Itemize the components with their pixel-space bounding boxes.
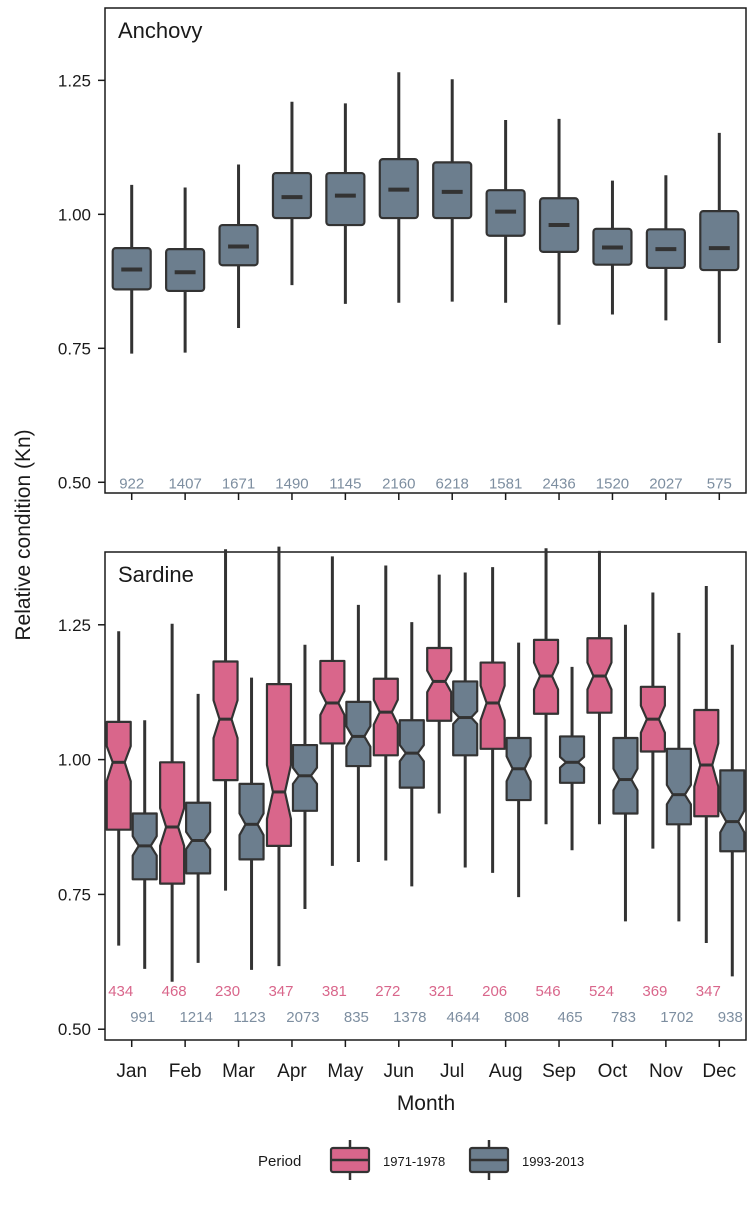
y-tick-label: 0.75 [58, 885, 91, 904]
panel-title: Anchovy [118, 18, 202, 43]
box-body [665, 747, 692, 826]
y-tick-label: 1.00 [58, 205, 91, 224]
legend: Period 1971-1978 1993-2013 [258, 1140, 584, 1180]
box-body [479, 661, 506, 750]
box-body [693, 708, 720, 818]
count-label: 347 [696, 983, 721, 1000]
legend-label: 1993-2013 [522, 1154, 584, 1169]
count-label: 2027 [649, 475, 682, 492]
box-body [165, 248, 206, 293]
box-body [612, 736, 639, 815]
y-tick-label: 0.50 [58, 473, 91, 492]
count-label: 381 [322, 983, 347, 1000]
x-tick-label: Oct [598, 1061, 628, 1082]
count-label: 1407 [168, 475, 201, 492]
count-label: 808 [504, 1009, 529, 1026]
x-tick-label: May [327, 1061, 363, 1082]
count-label: 2160 [382, 475, 415, 492]
x-tick-label: Jan [116, 1061, 147, 1082]
count-label: 1145 [329, 475, 361, 492]
box-body [159, 761, 186, 885]
box-body [291, 743, 319, 812]
count-label: 4644 [447, 1009, 480, 1026]
count-label: 369 [642, 983, 667, 1000]
box-body [719, 769, 746, 853]
x-tick-label: Apr [277, 1061, 307, 1082]
legend-title: Period [258, 1153, 301, 1170]
count-label: 783 [611, 1009, 636, 1026]
count-label: 347 [268, 983, 293, 1000]
x-axis-title: Month [397, 1092, 455, 1115]
box-body [105, 720, 132, 831]
box-body [265, 683, 293, 847]
count-label: 922 [119, 475, 144, 492]
count-label: 991 [130, 1009, 155, 1026]
x-tick-label: Jul [440, 1061, 464, 1082]
x-tick-label: Feb [169, 1061, 202, 1082]
x-tick-label: Dec [702, 1061, 736, 1082]
y-tick-label: 0.50 [58, 1020, 91, 1039]
box-body [372, 677, 399, 757]
count-label: 6218 [436, 475, 469, 492]
x-tick-label: Nov [649, 1061, 683, 1082]
x-tick-label: Jun [383, 1061, 414, 1082]
count-label: 2073 [286, 1009, 319, 1026]
count-label: 206 [482, 983, 507, 1000]
count-label: 1581 [489, 475, 522, 492]
box-body [426, 646, 453, 722]
count-label: 272 [375, 983, 400, 1000]
y-tick-label: 1.25 [58, 71, 91, 90]
count-label: 1702 [660, 1009, 693, 1026]
count-label: 546 [536, 983, 561, 1000]
count-label: 2436 [542, 475, 575, 492]
count-label: 230 [215, 983, 240, 1000]
x-tick-label: Sep [542, 1061, 576, 1082]
panel-frame [104, 7, 747, 494]
count-label: 434 [108, 983, 133, 1000]
y-tick-label: 1.00 [58, 751, 91, 770]
panel-title: Sardine [118, 562, 194, 587]
y-axis-title: Relative condition (Kn) [12, 429, 35, 640]
box-body [185, 801, 212, 875]
x-tick-label: Mar [222, 1061, 255, 1082]
box-body [558, 735, 586, 784]
sardine-panel: Sardine 0.50 0.75 1.00 1.25 434 468 230 347 381 27… [58, 546, 747, 1082]
count-label: 1214 [179, 1009, 212, 1026]
count-label: 1520 [596, 475, 629, 492]
count-label: 575 [707, 475, 732, 492]
count-label: 835 [344, 1009, 369, 1026]
panel-frame [104, 551, 747, 1041]
y-tick-label: 1.25 [58, 616, 91, 635]
count-label: 321 [429, 983, 454, 1000]
box-body [325, 171, 366, 227]
count-label: 1490 [275, 475, 308, 492]
box-body [212, 660, 239, 782]
count-label: 524 [589, 983, 614, 1000]
count-label: 938 [718, 1009, 743, 1026]
count-label: 465 [558, 1009, 583, 1026]
count-label: 1378 [393, 1009, 426, 1026]
count-label: 468 [162, 983, 187, 1000]
box-body [238, 782, 265, 861]
box-body [345, 700, 372, 768]
box-body [699, 210, 740, 272]
x-tick-label: Aug [489, 1061, 523, 1082]
count-label: 1123 [233, 1009, 265, 1026]
legend-label: 1971-1978 [383, 1154, 445, 1169]
anchovy-panel: Anchovy 0.50 0.75 1.00 1.25 922 1407 1671 1490 11… [58, 7, 747, 500]
y-tick-label: 0.75 [58, 339, 91, 358]
count-label: 1671 [222, 475, 255, 492]
